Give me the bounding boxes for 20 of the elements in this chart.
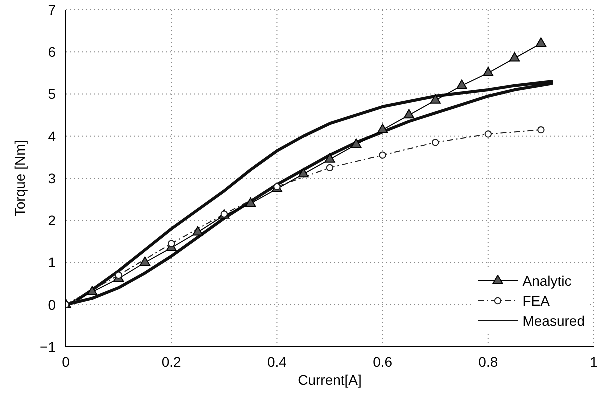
y-tick-label: 0	[48, 296, 56, 313]
legend-label: Analytic	[522, 273, 572, 289]
x-tick-label: 0.2	[162, 354, 182, 370]
legend-label: Measured	[522, 313, 585, 329]
y-tick-label: 1	[48, 254, 56, 271]
y-tick-label: 5	[48, 86, 56, 102]
x-tick-label: 0.4	[267, 354, 288, 370]
y-tick-label: 3	[48, 170, 56, 186]
x-tick-label: 0	[62, 354, 70, 370]
y-tick-label: 6	[48, 44, 56, 60]
y-tick-label: −1	[40, 338, 56, 355]
y-tick-label: 4	[48, 128, 56, 144]
y-axis-title: Torque [Nm]	[12, 140, 28, 217]
x-axis-title: Current[A]	[298, 372, 362, 388]
legend-label: FEA	[522, 293, 550, 309]
x-tick-label: 1	[590, 354, 598, 370]
y-tick-label: 2	[48, 212, 56, 229]
y-tick-label: 7	[48, 2, 56, 18]
x-tick-label: 0.8	[478, 354, 498, 370]
x-tick-label: 0.6	[373, 354, 393, 370]
